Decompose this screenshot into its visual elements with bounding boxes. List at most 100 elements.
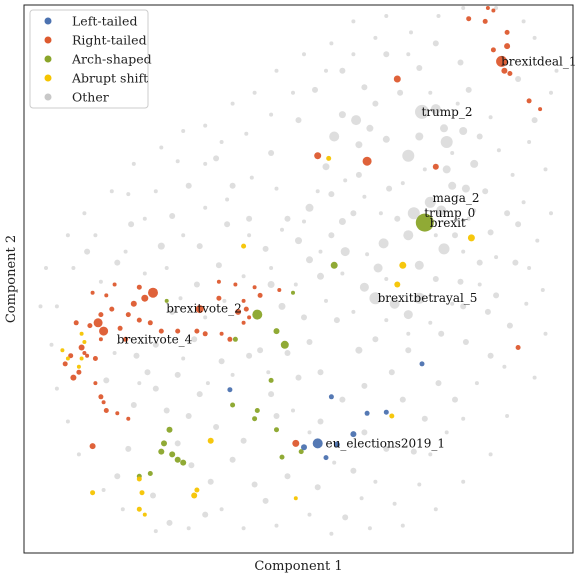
point-other-73 <box>383 445 390 452</box>
point-other-15 <box>359 282 369 292</box>
point-other-30 <box>338 111 346 119</box>
point-other-164 <box>524 301 529 306</box>
point-right-tailed-27 <box>76 369 82 375</box>
point-right-tailed-61 <box>101 400 106 405</box>
point-left-tailed-1 <box>301 444 307 451</box>
point-right-tailed-66 <box>515 345 521 350</box>
point-other-224 <box>329 41 334 46</box>
point-other-188 <box>54 304 59 309</box>
legend-marker-left-tailed <box>44 17 52 25</box>
point-other-11 <box>414 260 424 270</box>
point-right-tailed-13 <box>362 156 372 166</box>
point-left-tailed-6 <box>383 409 389 415</box>
points-layer <box>38 6 559 536</box>
point-other-148 <box>181 356 186 361</box>
point-other-58 <box>174 440 181 447</box>
point-arch-shaped-22 <box>291 290 295 295</box>
point-other-44 <box>388 369 395 376</box>
point-other-190 <box>54 386 59 391</box>
point-other-141 <box>460 303 467 310</box>
point-other-68 <box>202 511 209 518</box>
point-other-140 <box>432 276 439 282</box>
point-other-132 <box>438 330 445 337</box>
point-right-tailed-10 <box>526 98 532 104</box>
point-right-tailed-38 <box>147 320 153 326</box>
point-right-tailed-1 <box>504 43 511 50</box>
point-right-tailed-17 <box>141 294 149 302</box>
point-other-236 <box>44 266 48 270</box>
point-other-131 <box>405 347 412 354</box>
point-other-109 <box>103 377 110 384</box>
point-label: eu_elections2019_1 <box>326 436 446 450</box>
point-other-111 <box>84 248 91 255</box>
point-other-153 <box>307 430 312 435</box>
point-other-219 <box>461 6 466 10</box>
point-other-103 <box>515 76 522 82</box>
point-right-tailed-64 <box>89 443 96 450</box>
point-other-43 <box>372 336 379 343</box>
point-other-181 <box>203 161 208 166</box>
point-arch-shaped-17 <box>232 336 238 342</box>
point-other-7 <box>436 205 447 216</box>
point-abrupt-shift-5 <box>389 413 395 419</box>
point-other-134 <box>515 221 522 228</box>
point-other-99 <box>416 65 423 71</box>
point-other-35 <box>306 256 313 264</box>
point-right-tailed-16 <box>148 287 158 298</box>
point-other-97 <box>361 84 368 91</box>
point-other-13 <box>373 263 383 273</box>
point-right-tailed-3 <box>504 29 510 35</box>
point-other-54 <box>251 481 258 488</box>
point-other-85 <box>476 259 483 266</box>
point-other-25 <box>440 124 448 133</box>
point-other-133 <box>484 308 491 315</box>
point-abrupt-shift-4 <box>326 155 332 161</box>
legend-box <box>29 9 149 109</box>
point-other-193 <box>101 488 106 492</box>
point-abrupt-shift-2 <box>394 281 401 288</box>
point-other-242 <box>362 194 367 199</box>
point-right-tailed-4 <box>501 67 508 74</box>
point-other-145 <box>98 279 103 284</box>
point-other-167 <box>521 200 526 205</box>
point-other-16 <box>369 292 382 305</box>
point-other-29 <box>355 141 363 149</box>
point-other-168 <box>510 172 515 177</box>
point-label: maga_2 <box>433 191 480 205</box>
point-other-162 <box>474 381 479 386</box>
point-right-tailed-52 <box>227 336 233 342</box>
point-other-28 <box>366 124 374 132</box>
point-other-32 <box>305 203 314 212</box>
point-other-232 <box>131 161 136 166</box>
point-right-tailed-50 <box>257 292 263 298</box>
point-other-51 <box>273 413 280 419</box>
point-other-113 <box>284 215 291 222</box>
point-other-176 <box>324 68 328 73</box>
point-other-22 <box>459 127 468 135</box>
point-other-243 <box>378 211 383 216</box>
point-other-165 <box>527 266 532 270</box>
point-other-115 <box>350 210 357 217</box>
point-right-tailed-68 <box>219 331 224 336</box>
point-other-70 <box>314 484 321 491</box>
point-other-100 <box>432 40 439 47</box>
point-other-185 <box>126 192 131 197</box>
point-arch-shaped-16 <box>298 449 304 455</box>
point-other-20 <box>470 159 479 168</box>
legend-marker-right-tailed <box>44 36 52 44</box>
point-other-143 <box>224 221 231 228</box>
point-left-tailed-8 <box>328 394 334 400</box>
legend-label-left-tailed: Left-tailed <box>72 14 137 29</box>
point-arch-shaped-13 <box>252 416 258 422</box>
point-other-223 <box>351 19 356 24</box>
point-right-tailed-28 <box>82 351 87 355</box>
point-other-156 <box>373 479 378 484</box>
point-other-2 <box>440 136 453 148</box>
point-other-79 <box>487 352 494 359</box>
point-right-tailed-29 <box>70 374 77 381</box>
point-other-201 <box>329 531 334 536</box>
point-other-152 <box>291 408 295 413</box>
point-right-tailed-43 <box>216 295 222 301</box>
